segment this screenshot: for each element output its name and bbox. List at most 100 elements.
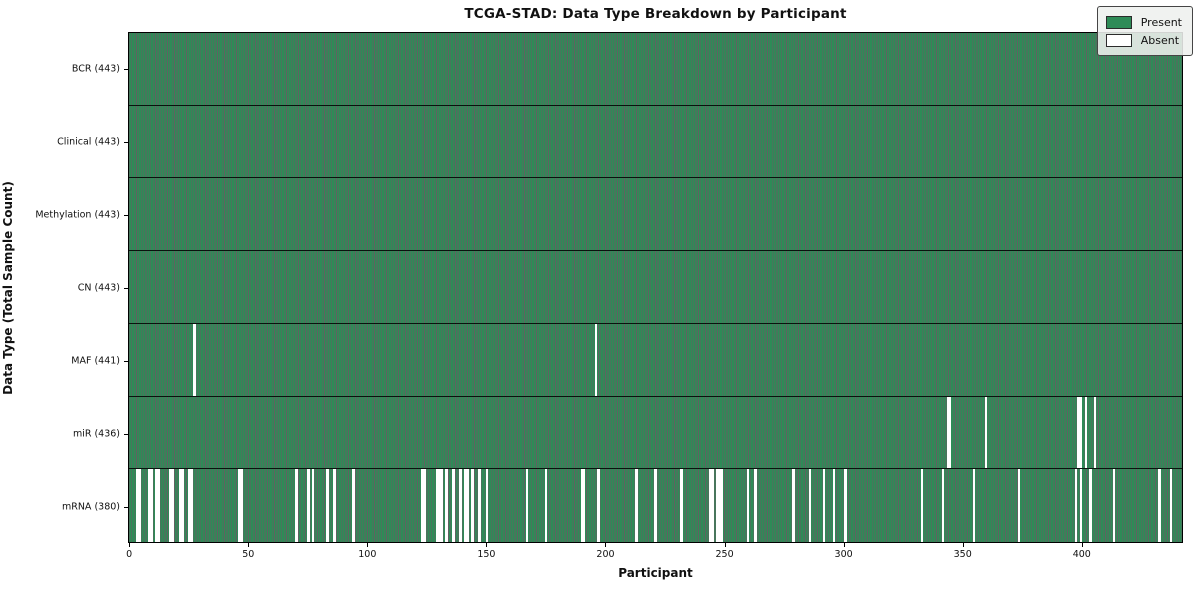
y-tick-label-Methylation: Methylation (443): [35, 209, 120, 220]
absent-mark: [708, 469, 712, 542]
absent-mark: [754, 469, 757, 542]
y-tick-label-BCR: BCR (443): [71, 63, 120, 74]
heatmap-row-mRNA: [129, 469, 1182, 542]
absent-mark: [808, 469, 812, 542]
absent-mark: [1075, 469, 1078, 542]
absent-mark: [941, 469, 945, 542]
x-axis-tick: [605, 543, 607, 547]
absent-mark: [1079, 396, 1083, 469]
absent-mark: [190, 469, 194, 542]
absent-mark: [459, 469, 462, 542]
x-axis-label: Participant: [618, 566, 693, 580]
absent-mark: [171, 469, 175, 542]
absent-mark: [1077, 396, 1080, 469]
absent-mark: [823, 469, 826, 542]
legend-swatch-absent: [1105, 33, 1132, 47]
absent-mark: [193, 323, 196, 396]
absent-mark: [188, 469, 191, 542]
absent-mark: [580, 469, 583, 542]
absent-mark: [720, 469, 724, 542]
x-tick-label-400: 400: [1072, 549, 1091, 560]
absent-mark: [583, 469, 586, 542]
y-tick-label-mRNA: mRNA (380): [61, 501, 120, 512]
x-axis-tick: [843, 543, 845, 547]
y-axis-tick: [124, 360, 128, 362]
absent-mark: [312, 469, 315, 542]
x-axis-tick: [486, 543, 488, 547]
absent-mark: [1079, 469, 1083, 542]
absent-mark: [421, 469, 424, 542]
absent-mark: [946, 396, 950, 469]
absent-mark: [435, 469, 438, 542]
y-tick-label-CN: CN (443): [77, 282, 120, 293]
absent-mark: [464, 469, 467, 542]
absent-mark: [984, 396, 988, 469]
absent-mark: [466, 469, 469, 542]
absent-mark: [711, 469, 714, 542]
heatmap-row-CN: [129, 251, 1182, 324]
y-axis-tick: [124, 141, 128, 143]
absent-mark: [635, 469, 638, 542]
absent-mark: [716, 469, 719, 542]
absent-mark: [155, 469, 158, 542]
absent-mark: [844, 469, 847, 542]
y-tick-label-Clinical: Clinical (443): [57, 136, 120, 147]
x-tick-label-150: 150: [477, 549, 496, 560]
x-tick-label-0: 0: [126, 549, 133, 560]
absent-mark: [136, 469, 139, 542]
legend-label: Present: [1140, 15, 1182, 29]
plot-area: [128, 32, 1183, 543]
x-axis-tick: [724, 543, 726, 547]
absent-mark: [792, 469, 795, 542]
absent-mark: [240, 469, 244, 542]
absent-mark: [295, 469, 298, 542]
legend-item-absent: Absent: [1105, 31, 1182, 49]
absent-mark: [1089, 469, 1092, 542]
absent-mark: [654, 469, 657, 542]
absent-mark: [352, 469, 355, 542]
absent-mark: [423, 469, 427, 542]
absent-mark: [478, 469, 481, 542]
absent-mark: [1158, 469, 1161, 542]
absent-mark: [445, 469, 448, 542]
absent-mark: [680, 469, 683, 542]
y-axis-tick: [124, 214, 128, 216]
absent-mark: [594, 323, 598, 396]
heatmap-row-miR: [129, 396, 1182, 470]
legend: Present Absent: [1096, 6, 1193, 56]
absent-mark: [1170, 469, 1173, 542]
absent-mark: [181, 469, 184, 542]
absent-mark: [150, 469, 153, 542]
absent-mark: [438, 469, 441, 542]
absent-mark: [949, 396, 952, 469]
absent-mark: [1084, 396, 1087, 469]
absent-mark: [597, 469, 600, 542]
absent-mark: [169, 469, 172, 542]
chart-title: TCGA-STAD: Data Type Breakdown by Partic…: [464, 6, 847, 22]
x-tick-label-350: 350: [953, 549, 972, 560]
absent-mark: [238, 469, 241, 542]
legend-swatch-present: [1105, 15, 1132, 29]
legend-label: Absent: [1140, 33, 1180, 47]
absent-mark: [452, 469, 455, 542]
absent-mark: [148, 469, 151, 542]
y-tick-label-miR: miR (436): [72, 428, 120, 439]
absent-mark: [440, 469, 443, 542]
absent-mark: [1094, 396, 1097, 469]
absent-mark: [178, 469, 182, 542]
x-axis-tick: [367, 543, 369, 547]
absent-mark: [920, 469, 923, 542]
heatmap-row-Methylation: [129, 178, 1182, 252]
x-tick-label-200: 200: [596, 549, 615, 560]
y-axis-tick: [124, 287, 128, 289]
x-axis-tick: [962, 543, 964, 547]
y-axis-tick: [124, 506, 128, 508]
absent-mark: [718, 469, 721, 542]
absent-mark: [307, 469, 310, 542]
x-axis-tick: [1081, 543, 1083, 547]
absent-mark: [1113, 469, 1116, 542]
heatmap-row-Clinical: [129, 105, 1182, 179]
absent-mark: [471, 469, 474, 542]
x-axis-tick: [129, 543, 131, 547]
